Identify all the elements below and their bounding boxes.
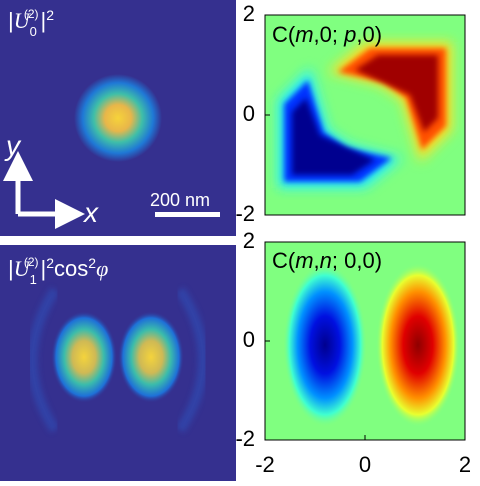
scale-bar <box>155 212 220 217</box>
field-label: |U1(2)|2cos2φ <box>8 255 108 287</box>
map-label: C(m,0; p,0) <box>272 22 382 47</box>
x-tick-label: 2 <box>459 452 471 477</box>
field-lobe <box>118 311 184 403</box>
map-features <box>278 42 452 188</box>
field-spot <box>74 74 162 162</box>
x-tick-label: 0 <box>359 452 371 477</box>
side-lobe <box>27 287 60 433</box>
y-tick-label: 0 <box>243 327 255 352</box>
map-lobe <box>283 263 367 427</box>
field-lobe <box>51 311 117 403</box>
axis-y-label: y <box>4 130 22 161</box>
y-tick-label: 0 <box>243 101 255 126</box>
y-tick-label: 2 <box>243 228 255 253</box>
scale-bar-label: 200 nm <box>150 190 210 210</box>
x-tick-label: -2 <box>255 452 275 477</box>
side-lobe <box>175 287 208 433</box>
map-frame <box>264 14 466 216</box>
map-frame <box>264 241 466 441</box>
y-tick-label: 2 <box>243 1 255 26</box>
y-tick-label: -2 <box>235 426 255 451</box>
axis-x-label: x <box>82 197 99 228</box>
field-label: |U0(2)|2 <box>8 7 54 39</box>
map-lobe <box>376 263 460 427</box>
map-label: C(m,n; 0,0) <box>272 248 382 273</box>
field-map <box>0 245 236 481</box>
y-tick-label: -2 <box>235 201 255 226</box>
